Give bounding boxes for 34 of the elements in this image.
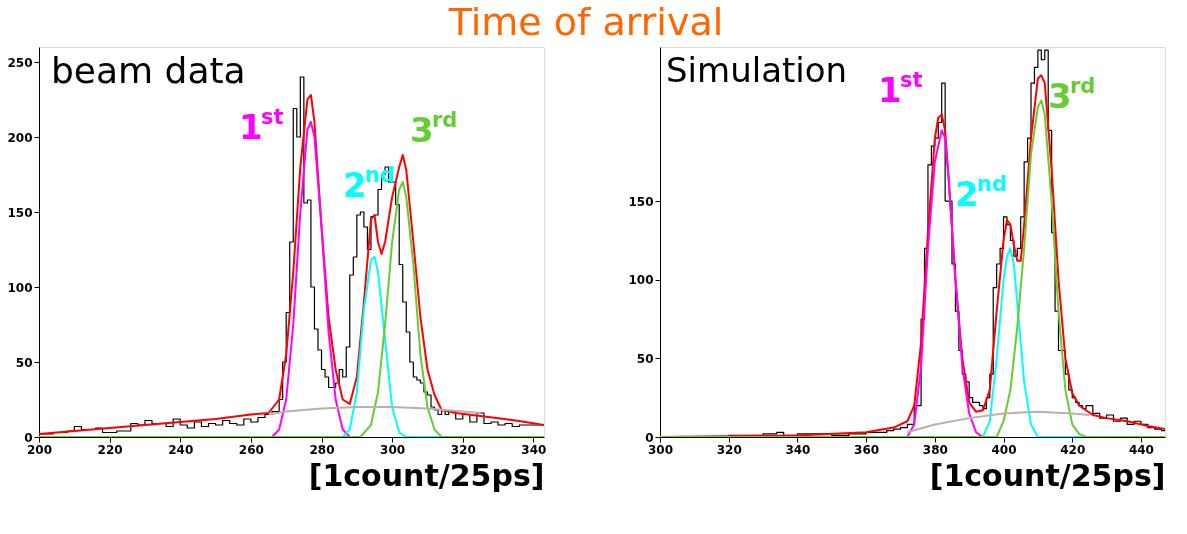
x-tick-label: 200	[26, 442, 53, 457]
y-tick-label: 250	[7, 55, 33, 70]
y-tick-label: 150	[628, 194, 654, 209]
line-series	[906, 410, 1091, 434]
x-tick-label: 300	[647, 442, 674, 457]
x-tick-label: 300	[380, 442, 406, 457]
annotation: Simulation	[666, 50, 848, 90]
y-tick-label: 50	[15, 355, 33, 370]
x-tick-label: 340	[785, 442, 811, 457]
annotation: beam data	[51, 50, 246, 91]
y-tick-label: 150	[7, 205, 33, 220]
y-tick-label: 50	[636, 351, 654, 366]
line-series	[267, 406, 482, 416]
x-tick-label: 280	[309, 442, 335, 457]
x-tick-label: 360	[854, 442, 880, 457]
x-axis-title: [1count/25ps]	[308, 457, 545, 493]
x-tick-label: 440	[1128, 442, 1154, 457]
x-axis-title: [1count/25ps]	[929, 457, 1166, 493]
x-tick-label: 260	[238, 442, 264, 457]
chart-title: Time of arrival	[447, 0, 724, 44]
y-tick-label: 0	[645, 430, 654, 445]
x-tick-label: 320	[716, 442, 742, 457]
y-tick-label: 100	[628, 273, 654, 288]
y-tick-label: 0	[24, 430, 33, 445]
y-tick-label: 100	[7, 280, 33, 295]
x-tick-label: 220	[97, 442, 123, 457]
x-tick-label: 340	[521, 442, 547, 457]
x-tick-label: 240	[168, 442, 194, 457]
y-tick-label: 200	[7, 130, 33, 145]
x-tick-label: 400	[991, 442, 1017, 457]
line-series	[341, 256, 443, 437]
x-tick-label: 380	[922, 442, 948, 457]
x-tick-label: 320	[450, 442, 476, 457]
x-tick-label: 420	[1060, 442, 1086, 457]
